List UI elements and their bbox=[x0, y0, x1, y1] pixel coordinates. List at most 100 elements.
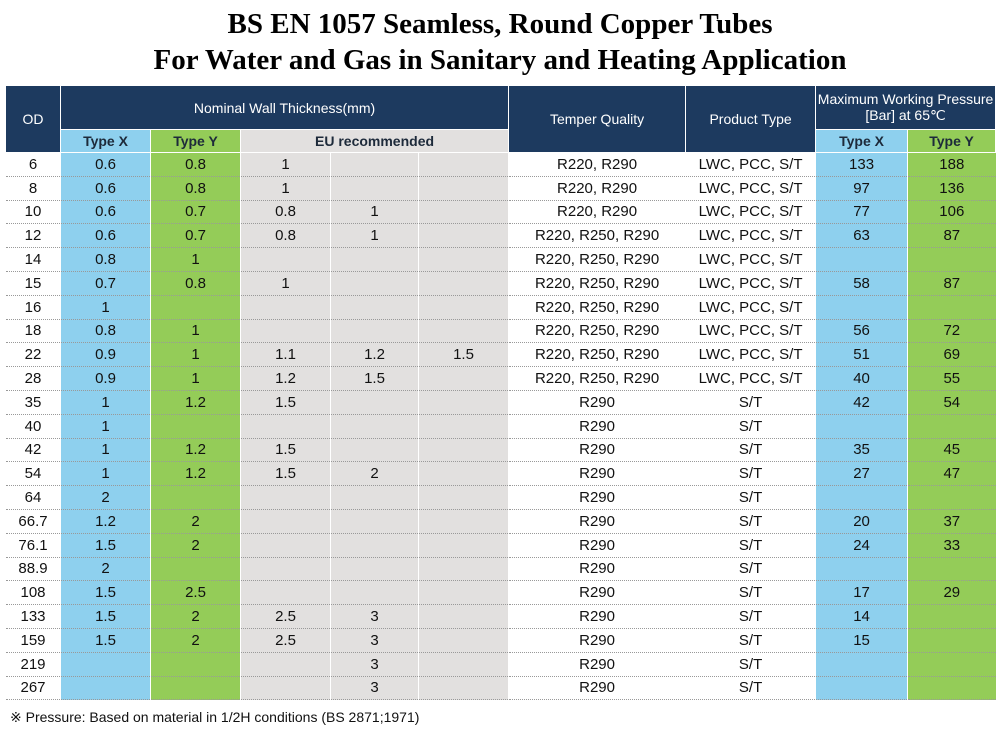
table-cell: 1 bbox=[150, 319, 241, 344]
table-cell: 1 bbox=[240, 271, 331, 296]
table-cell bbox=[417, 295, 509, 320]
table-cell: 1.2 bbox=[330, 342, 419, 368]
table-cell: R290 bbox=[508, 414, 686, 439]
header-row: OD Nominal Wall Thickness(mm) Temper Qua… bbox=[5, 85, 997, 153]
table-cell: R290 bbox=[508, 390, 686, 415]
table-row: 8 0.6 0.8 1 R220, R290 LWC, PCC, S/T 97 136 bbox=[5, 176, 996, 201]
table-row: 54 1 1.2 1.5 2 R290 S/T 27 47 bbox=[5, 461, 996, 487]
table-cell bbox=[907, 295, 996, 320]
table-cell: 1.2 bbox=[60, 509, 151, 534]
table-cell: 10 bbox=[5, 200, 61, 225]
table-cell: R220, R290 bbox=[508, 200, 686, 225]
table-cell bbox=[417, 438, 509, 463]
table-cell: 0.8 bbox=[150, 176, 241, 201]
table-cell bbox=[417, 628, 509, 653]
table-cell bbox=[150, 485, 241, 510]
table-cell bbox=[417, 461, 509, 487]
table-cell: 2.5 bbox=[240, 628, 331, 653]
table-cell: 1.5 bbox=[240, 390, 331, 415]
table-cell bbox=[150, 652, 241, 677]
table-cell bbox=[240, 319, 331, 344]
table-cell bbox=[150, 557, 241, 582]
table-cell bbox=[417, 580, 509, 606]
header-row: Type X Type Y EU recommended Type X Type… bbox=[6, 129, 997, 153]
table-cell: 219 bbox=[5, 652, 61, 677]
table-row: 35 1 1.2 1.5 R290 S/T 42 54 bbox=[5, 390, 996, 415]
table-cell bbox=[330, 176, 419, 201]
table-cell: S/T bbox=[685, 580, 816, 606]
table-cell bbox=[417, 223, 509, 249]
table-cell: 1.2 bbox=[150, 438, 241, 463]
table-cell: 18 bbox=[5, 319, 61, 344]
table-cell bbox=[907, 247, 996, 272]
table-cell: 1.2 bbox=[240, 366, 331, 391]
table-cell: 0.6 bbox=[60, 223, 151, 249]
table-cell: 1 bbox=[330, 223, 419, 249]
table-cell: 40 bbox=[815, 366, 908, 391]
table-cell bbox=[150, 676, 241, 701]
table-cell bbox=[417, 485, 509, 510]
table-cell bbox=[60, 676, 151, 701]
table-cell: 3 bbox=[330, 652, 419, 677]
table-cell: R290 bbox=[508, 533, 686, 558]
table-cell bbox=[907, 604, 996, 629]
table-cell bbox=[417, 414, 509, 439]
table-cell: 87 bbox=[907, 223, 996, 249]
table-cell: 1.5 bbox=[60, 604, 151, 629]
table-cell: LWC, PCC, S/T bbox=[685, 152, 816, 177]
table-row: 14 0.8 1 R220, R250, R290 LWC, PCC, S/T bbox=[5, 247, 996, 272]
title-line: BS EN 1057 Seamless, Round Copper Tubes bbox=[227, 8, 773, 40]
table-cell: 3 bbox=[330, 604, 419, 629]
header-cell: Product Type bbox=[685, 85, 817, 153]
table-cell bbox=[417, 319, 509, 344]
table-cell: R220, R250, R290 bbox=[508, 366, 686, 391]
header-cell: Type Y bbox=[150, 129, 241, 153]
table-cell: 133 bbox=[5, 604, 61, 629]
table-cell bbox=[417, 176, 509, 201]
table-cell: 0.7 bbox=[60, 271, 151, 296]
table-cell: R220, R250, R290 bbox=[508, 342, 686, 368]
table-cell bbox=[907, 676, 996, 701]
table-cell bbox=[240, 557, 331, 582]
table-cell bbox=[907, 485, 996, 510]
header-cell: Type X bbox=[815, 129, 909, 153]
table-cell: 2 bbox=[60, 557, 151, 582]
table-cell: 1.5 bbox=[60, 533, 151, 558]
table-cell: 1.5 bbox=[60, 628, 151, 653]
table-cell: 64 bbox=[5, 485, 61, 510]
table-cell: 37 bbox=[907, 509, 996, 534]
table-cell bbox=[417, 200, 509, 225]
header-cell: Temper Quality bbox=[508, 85, 687, 153]
table-cell: 0.9 bbox=[60, 342, 151, 368]
table-cell bbox=[330, 390, 419, 415]
table-row: 108 1.5 2.5 R290 S/T 17 29 bbox=[5, 580, 996, 606]
table-cell: 72 bbox=[907, 319, 996, 344]
table-cell: R290 bbox=[508, 485, 686, 510]
table-cell bbox=[240, 414, 331, 439]
table-cell: 12 bbox=[5, 223, 61, 249]
table-cell bbox=[330, 414, 419, 439]
table-cell bbox=[330, 509, 419, 534]
table-cell: 87 bbox=[907, 271, 996, 296]
table-cell: 29 bbox=[907, 580, 996, 606]
table-cell: 97 bbox=[815, 176, 908, 201]
table-cell: 17 bbox=[815, 580, 908, 606]
table-cell bbox=[240, 676, 331, 701]
table-cell bbox=[907, 557, 996, 582]
table-row: 18 0.8 1 R220, R250, R290 LWC, PCC, S/T 56 72 bbox=[5, 319, 996, 344]
table-cell: 2 bbox=[150, 509, 241, 534]
table-cell: 0.8 bbox=[150, 152, 241, 177]
table-cell: 58 bbox=[815, 271, 908, 296]
table-cell: 2.5 bbox=[240, 604, 331, 629]
table-cell bbox=[330, 295, 419, 320]
table-cell: 1.5 bbox=[417, 342, 509, 368]
table-cell: S/T bbox=[685, 414, 816, 439]
table-cell: 0.8 bbox=[60, 319, 151, 344]
table-row: 133 1.5 2 2.5 3 R290 S/T 14 bbox=[5, 604, 996, 629]
table-cell bbox=[815, 676, 908, 701]
table-cell bbox=[417, 557, 509, 582]
table-cell: 45 bbox=[907, 438, 996, 463]
table-cell: S/T bbox=[685, 628, 816, 653]
table-cell: 40 bbox=[5, 414, 61, 439]
